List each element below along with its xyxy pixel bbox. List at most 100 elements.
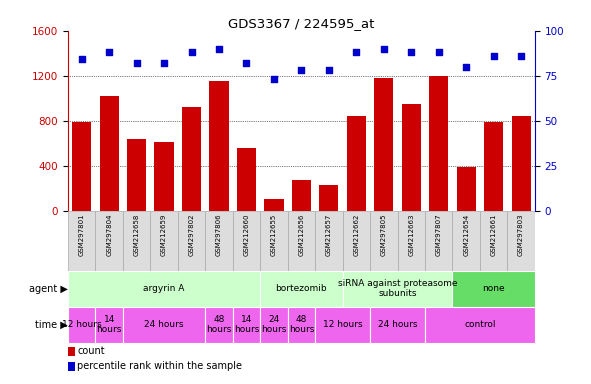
Point [517, 53, 526, 59]
Bar [343, 271, 453, 306]
Point [379, 46, 388, 52]
Bar [315, 306, 370, 343]
Text: GSM212660: GSM212660 [243, 214, 249, 256]
Point [105, 49, 114, 55]
Text: 48
hours: 48 hours [206, 315, 232, 334]
Text: GSM297806: GSM297806 [216, 214, 222, 256]
Bar [264, 199, 284, 210]
Point [215, 46, 224, 52]
Text: bortezomib: bortezomib [275, 284, 327, 293]
Text: percentile rank within the sample: percentile rank within the sample [77, 361, 242, 371]
Bar [182, 107, 201, 210]
Bar [233, 306, 260, 343]
Bar [178, 210, 205, 271]
Point [462, 64, 471, 70]
Bar [398, 210, 425, 271]
Bar [127, 139, 146, 210]
Text: 14
hours: 14 hours [234, 315, 259, 334]
Bar [123, 306, 205, 343]
Bar [260, 210, 288, 271]
Bar [508, 210, 535, 271]
Text: GSM297805: GSM297805 [381, 214, 387, 256]
Bar [72, 122, 92, 210]
Text: GSM212658: GSM212658 [134, 214, 139, 256]
Bar [209, 81, 229, 210]
Text: siRNA against proteasome
subunits: siRNA against proteasome subunits [338, 279, 457, 298]
Point [269, 76, 279, 82]
Bar [233, 210, 260, 271]
Bar [288, 210, 315, 271]
Text: agent ▶: agent ▶ [29, 283, 68, 293]
Bar [511, 116, 531, 210]
Bar [237, 147, 256, 210]
Text: GSM297804: GSM297804 [106, 214, 112, 256]
Bar [154, 142, 174, 210]
Text: count: count [77, 346, 105, 356]
Text: time ▶: time ▶ [35, 319, 68, 329]
Point [187, 49, 196, 55]
Text: control: control [464, 320, 496, 329]
Bar [480, 210, 508, 271]
Text: argyrin A: argyrin A [144, 284, 185, 293]
Bar [68, 210, 95, 271]
Text: GSM212661: GSM212661 [491, 214, 496, 256]
Bar [292, 180, 311, 210]
Bar [453, 271, 535, 306]
Bar [370, 210, 398, 271]
Text: GSM212656: GSM212656 [298, 214, 304, 256]
Point [352, 49, 361, 55]
Text: GSM297801: GSM297801 [79, 214, 85, 256]
Bar [343, 210, 370, 271]
Bar [425, 210, 453, 271]
Point [434, 49, 443, 55]
Bar [374, 78, 394, 210]
Point [132, 60, 141, 66]
Bar [68, 306, 95, 343]
Text: 12 hours: 12 hours [62, 320, 102, 329]
Bar [315, 210, 343, 271]
Bar [457, 167, 476, 210]
Text: GSM297807: GSM297807 [436, 214, 441, 256]
Bar [95, 306, 123, 343]
Bar [370, 306, 425, 343]
Text: 12 hours: 12 hours [323, 320, 362, 329]
Point [242, 60, 251, 66]
Text: 24 hours: 24 hours [378, 320, 417, 329]
Text: GSM297802: GSM297802 [189, 214, 194, 256]
Text: 48
hours: 48 hours [289, 315, 314, 334]
Bar [453, 210, 480, 271]
Bar [319, 185, 339, 210]
Bar [205, 210, 233, 271]
Bar [260, 306, 288, 343]
Point [407, 49, 416, 55]
Text: 24 hours: 24 hours [144, 320, 184, 329]
Bar [484, 122, 504, 210]
Bar [425, 306, 535, 343]
Text: none: none [482, 284, 505, 293]
Title: GDS3367 / 224595_at: GDS3367 / 224595_at [228, 17, 375, 30]
Point [77, 56, 86, 63]
Point [489, 53, 498, 59]
Text: 14
hours: 14 hours [96, 315, 122, 334]
Point [297, 67, 306, 73]
Text: GSM212657: GSM212657 [326, 214, 332, 256]
Bar [288, 306, 315, 343]
Text: GSM212655: GSM212655 [271, 214, 277, 256]
Bar [429, 76, 449, 210]
Bar [402, 104, 421, 210]
Text: GSM212659: GSM212659 [161, 214, 167, 256]
Text: GSM212654: GSM212654 [463, 214, 469, 256]
Point [324, 67, 333, 73]
Text: GSM212663: GSM212663 [408, 214, 414, 256]
Bar [260, 271, 343, 306]
Bar [68, 271, 260, 306]
Bar [205, 306, 233, 343]
Text: GSM212662: GSM212662 [353, 214, 359, 256]
Text: 24
hours: 24 hours [261, 315, 287, 334]
Bar [347, 116, 366, 210]
Bar [123, 210, 150, 271]
Text: GSM297803: GSM297803 [518, 214, 524, 256]
Point [160, 60, 169, 66]
Bar [150, 210, 178, 271]
Bar [99, 96, 119, 210]
